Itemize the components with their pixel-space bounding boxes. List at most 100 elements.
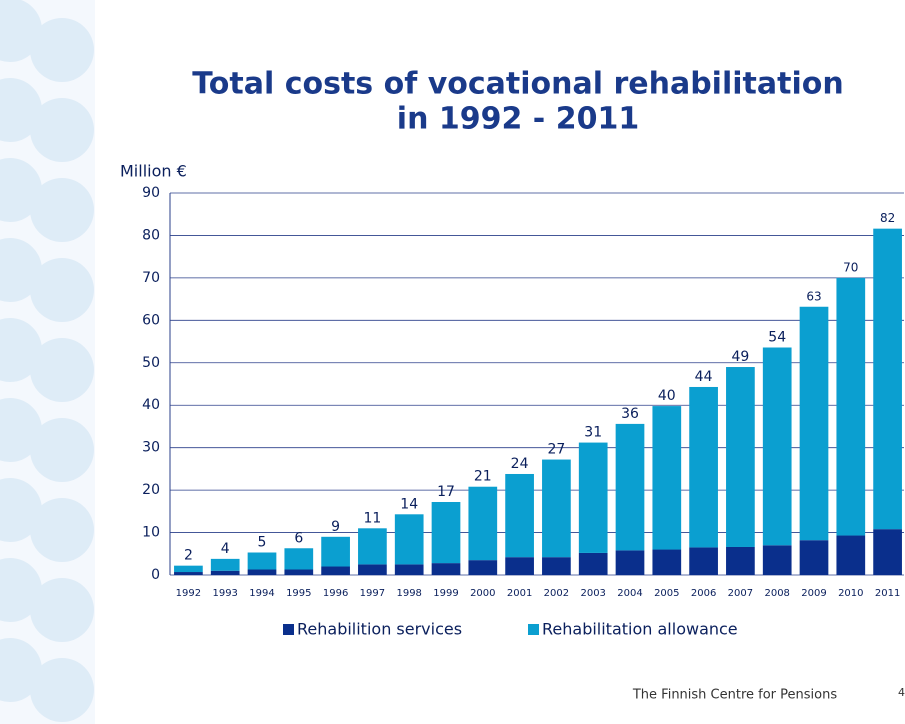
bar-segment bbox=[578, 442, 608, 553]
bar-segment bbox=[652, 549, 682, 575]
page-number: 4 bbox=[898, 686, 905, 699]
x-tick-label: 1997 bbox=[360, 588, 385, 599]
data-label: 44 bbox=[695, 369, 713, 385]
x-tick-label: 2007 bbox=[728, 588, 753, 599]
x-tick-label: 2006 bbox=[691, 588, 716, 599]
x-tick-label: 1995 bbox=[286, 588, 311, 599]
x-tick-label: 2001 bbox=[507, 588, 532, 599]
y-tick-label: 90 bbox=[142, 185, 160, 201]
y-tick-label: 10 bbox=[142, 525, 160, 541]
bar-segment bbox=[615, 423, 645, 551]
y-tick-label: 50 bbox=[142, 355, 160, 371]
data-label: 24 bbox=[511, 456, 529, 472]
x-tick-label: 2004 bbox=[617, 588, 642, 599]
data-label: 9 bbox=[331, 519, 340, 535]
data-label: 11 bbox=[363, 510, 381, 526]
bar-segment bbox=[652, 406, 682, 550]
bar-segment bbox=[873, 228, 902, 530]
bar-segment bbox=[762, 347, 792, 546]
legend-label: Rehabilition services bbox=[297, 620, 462, 639]
data-label: 54 bbox=[768, 329, 786, 345]
bar-segment bbox=[836, 277, 866, 536]
x-tick-label: 1996 bbox=[323, 588, 348, 599]
data-label: 27 bbox=[547, 442, 565, 458]
x-tick-label: 2005 bbox=[654, 588, 679, 599]
bar-segment bbox=[726, 367, 755, 547]
legend-label: Rehabilitation allowance bbox=[542, 620, 738, 639]
bar-segment bbox=[431, 501, 461, 564]
x-tick-label: 1999 bbox=[433, 588, 458, 599]
bar-segment bbox=[505, 473, 534, 558]
bar-segment bbox=[358, 564, 387, 575]
bar-segment bbox=[542, 557, 571, 575]
bar-segment bbox=[321, 536, 350, 567]
bar-segment bbox=[873, 529, 902, 575]
x-tick-label: 1992 bbox=[176, 588, 201, 599]
bar-segment bbox=[468, 486, 498, 561]
data-label: 17 bbox=[437, 484, 455, 500]
y-tick-label: 20 bbox=[142, 482, 160, 498]
y-tick-label: 80 bbox=[142, 227, 160, 243]
bar-segment bbox=[394, 564, 424, 575]
y-tick-label: 30 bbox=[142, 440, 160, 456]
bar-segment bbox=[321, 566, 350, 575]
y-axis-title: Million € bbox=[120, 162, 187, 181]
bar-segment bbox=[505, 557, 534, 575]
data-label: 70 bbox=[843, 260, 858, 274]
bar-segment bbox=[799, 306, 829, 541]
chart-subtitle: in 1992 - 2011 bbox=[397, 102, 639, 137]
data-label: 2 bbox=[184, 548, 193, 564]
bar-segment bbox=[247, 552, 277, 570]
bar-segment bbox=[689, 547, 718, 575]
data-label: 36 bbox=[621, 406, 639, 422]
bar-segment bbox=[174, 565, 203, 573]
x-tick-label: 2002 bbox=[544, 588, 569, 599]
bar-segment bbox=[284, 569, 314, 575]
x-tick-label: 2010 bbox=[838, 588, 863, 599]
x-tick-label: 2008 bbox=[764, 588, 789, 599]
data-label: 4 bbox=[221, 541, 230, 557]
bar-segment bbox=[358, 528, 387, 565]
bar-segment bbox=[284, 548, 314, 570]
x-tick-label: 2011 bbox=[875, 588, 900, 599]
data-label: 63 bbox=[806, 289, 821, 303]
data-label: 40 bbox=[658, 388, 676, 404]
bar-segment bbox=[174, 572, 203, 575]
data-label: 6 bbox=[294, 530, 303, 546]
data-label: 21 bbox=[474, 469, 492, 485]
data-label: 82 bbox=[880, 211, 895, 225]
data-label: 5 bbox=[258, 535, 267, 551]
data-label: 49 bbox=[731, 349, 749, 365]
x-tick-label: 2009 bbox=[801, 588, 826, 599]
chart-title: Total costs of vocational rehabilitation bbox=[192, 67, 843, 102]
legend-swatch bbox=[528, 624, 539, 635]
bar-segment bbox=[394, 514, 424, 565]
bar-segment bbox=[726, 546, 755, 575]
y-tick-label: 0 bbox=[151, 567, 160, 583]
bar-segment bbox=[431, 563, 461, 575]
y-tick-label: 60 bbox=[142, 312, 160, 328]
bar-segment bbox=[615, 550, 645, 575]
bar-segment bbox=[542, 459, 571, 558]
x-tick-label: 1993 bbox=[212, 588, 237, 599]
bar-segment bbox=[762, 545, 792, 575]
legend-swatch bbox=[283, 624, 294, 635]
y-tick-label: 70 bbox=[142, 270, 160, 286]
x-tick-label: 2003 bbox=[580, 588, 605, 599]
x-tick-label: 1994 bbox=[249, 588, 274, 599]
bar-segment bbox=[468, 560, 498, 575]
data-label: 14 bbox=[400, 496, 418, 512]
bar-segment bbox=[210, 558, 240, 571]
x-tick-label: 2000 bbox=[470, 588, 495, 599]
bar-segment bbox=[247, 569, 277, 575]
bar-segment bbox=[836, 535, 866, 575]
x-tick-label: 1998 bbox=[396, 588, 421, 599]
y-tick-label: 40 bbox=[142, 397, 160, 413]
bar-segment bbox=[578, 552, 608, 575]
decoration bbox=[0, 0, 95, 724]
footer: The Finnish Centre for Pensions bbox=[632, 688, 837, 703]
bar-segment bbox=[689, 386, 718, 548]
data-label: 31 bbox=[584, 425, 602, 441]
bar-segment bbox=[799, 540, 829, 575]
